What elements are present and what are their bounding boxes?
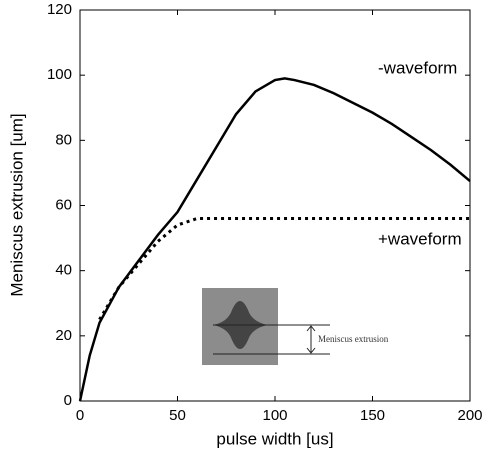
inset-arrowheads — [306, 325, 316, 354]
y-axis-label: Meniscus extrusion [um] — [7, 113, 26, 296]
x-tick-label: 50 — [169, 407, 186, 424]
x-tick-label: 150 — [360, 407, 385, 424]
y-tick-label: 40 — [55, 262, 72, 279]
y-tick-label: 20 — [55, 327, 72, 344]
y-tick-label: 0 — [64, 392, 72, 409]
data-line — [78, 77, 471, 402]
x-tick-label: 100 — [262, 407, 287, 424]
y-tick-label: 120 — [47, 1, 72, 18]
y-tick-label: 100 — [47, 66, 72, 83]
annotation: +waveform — [378, 229, 462, 248]
x-tick-label: 200 — [457, 407, 482, 424]
annotation: -waveform — [378, 58, 457, 77]
y-tick-label: 60 — [55, 196, 72, 213]
x-tick-label: 0 — [76, 407, 84, 424]
inset-image — [202, 288, 330, 365]
y-tick-label: 80 — [55, 131, 72, 148]
x-axis-label: pulse width [us] — [216, 429, 333, 448]
annotation: Meniscus extrusion — [318, 334, 389, 344]
